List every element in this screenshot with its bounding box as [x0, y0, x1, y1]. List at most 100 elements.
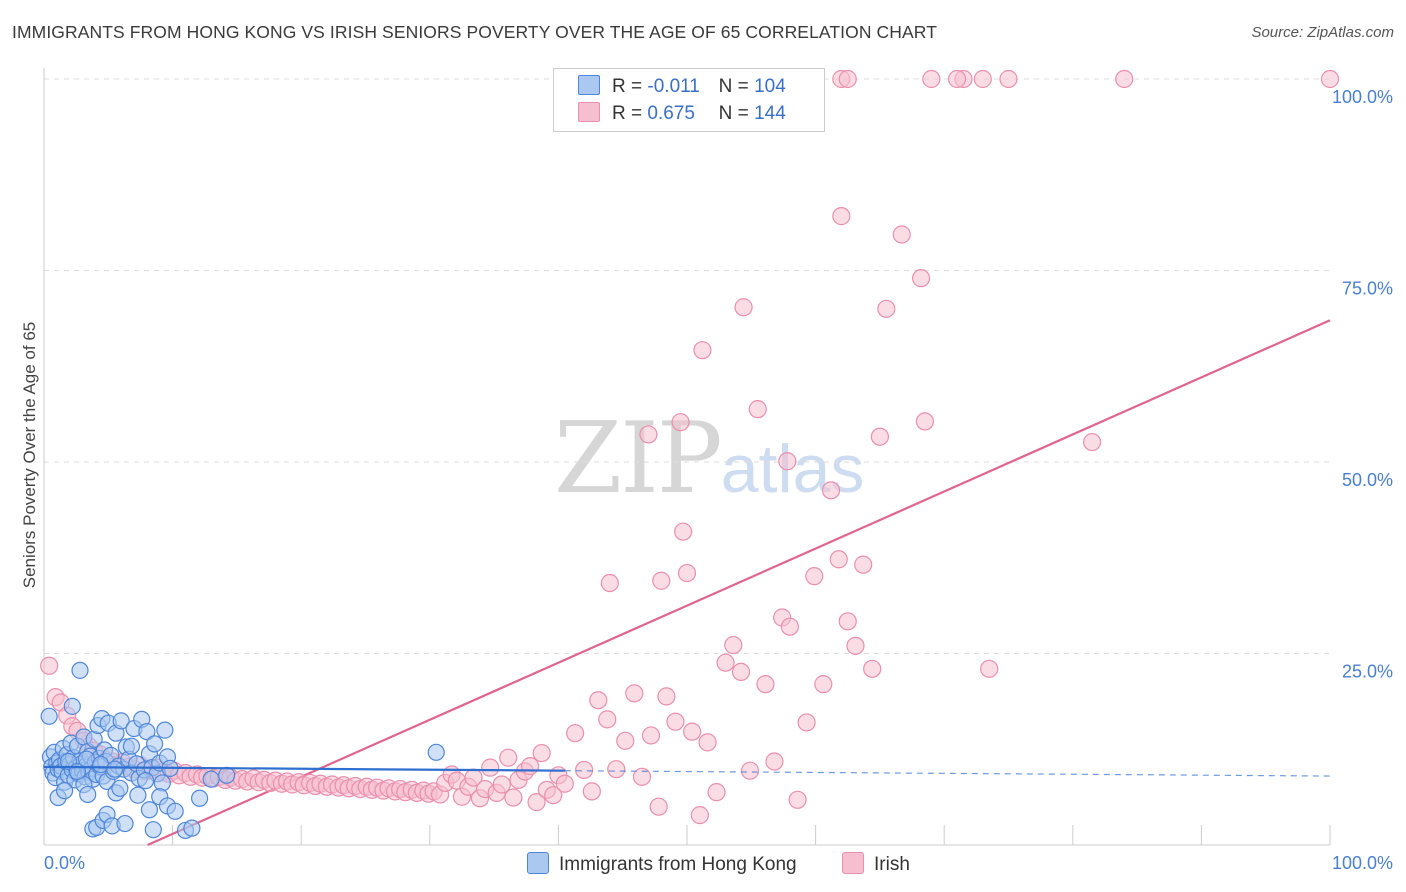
tick-labels: 25.0% 50.0% 75.0% 100.0% 0.0% 100.0% — [44, 87, 1393, 873]
irish-point — [1320, 69, 1340, 89]
irish-point — [814, 675, 833, 694]
irish-point — [693, 341, 712, 360]
legend-row-irish: R = 0.675 N = 144 — [578, 102, 786, 126]
irish-point — [582, 782, 601, 801]
legend-n-label-2: N = — [718, 103, 749, 124]
irish-point — [999, 69, 1018, 89]
irish-point — [625, 684, 644, 703]
series-legend-hong-kong[interactable]: Immigrants from Hong Kong — [527, 852, 797, 876]
hong-kong-point — [140, 801, 159, 819]
irish-point — [639, 425, 658, 444]
irish-point — [973, 69, 992, 89]
correlation-legend: R = -0.011 N = 104 R = 0.675 N = 144 — [553, 68, 825, 132]
irish-point — [892, 225, 911, 244]
hong-kong-point — [91, 755, 110, 774]
irish-point — [877, 299, 896, 318]
irish-point — [40, 656, 59, 675]
irish-point — [947, 69, 967, 89]
legend-n-value-2: 144 — [754, 103, 786, 124]
irish-point — [683, 722, 702, 741]
hong-kong-point — [55, 782, 74, 800]
legend-n-value-1: 104 — [754, 76, 786, 97]
irish-point — [707, 783, 726, 802]
irish-point — [589, 691, 608, 710]
irish-point — [674, 522, 693, 541]
legend-swatch-pink — [578, 102, 600, 122]
y-tick-label: 100.0% — [1332, 87, 1393, 107]
y-tick-label: 75.0% — [1342, 279, 1393, 299]
hong-kong-point — [183, 819, 201, 837]
irish-trend-group — [147, 319, 1331, 847]
irish-point — [607, 760, 626, 779]
irish-point — [788, 790, 807, 809]
legend-r-label-2: R = — [612, 103, 643, 124]
irish-trend-line — [147, 319, 1331, 847]
irish-point — [616, 731, 635, 750]
irish-point — [504, 788, 523, 807]
irish-point — [821, 481, 841, 500]
series-label-hong-kong: Immigrants from Hong Kong — [559, 854, 797, 875]
hong-kong-point — [145, 735, 164, 753]
irish-point — [863, 659, 882, 678]
irish-point — [555, 774, 574, 793]
irish-point — [748, 400, 767, 419]
hong-kong-point — [156, 721, 174, 739]
irish-point — [838, 69, 857, 89]
irish-point — [1082, 432, 1102, 452]
irish-point — [527, 793, 546, 812]
hong-kong-point — [112, 712, 130, 730]
y-tick-label: 25.0% — [1342, 662, 1393, 682]
irish-point — [671, 413, 690, 432]
hong-kong-point — [144, 821, 162, 839]
irish-point — [778, 452, 797, 471]
legend-swatch-blue — [578, 75, 600, 95]
hong-kong-trend-extension — [564, 770, 1331, 777]
irish-point — [600, 573, 619, 593]
hong-kong-point — [427, 743, 445, 761]
series-swatch-blue — [527, 852, 549, 874]
legend-n-label-1: N = — [718, 76, 749, 97]
irish-point — [544, 786, 563, 805]
irish-point — [716, 653, 735, 672]
series-legend: Immigrants from Hong Kong Irish — [0, 852, 1406, 878]
legend-r-value-1: -0.011 — [647, 76, 700, 97]
irish-point — [832, 207, 851, 226]
series-legend-irish[interactable]: Irish — [842, 852, 910, 876]
hong-kong-trend-group — [43, 765, 1331, 777]
chart-title: IMMIGRANTS FROM HONG KONG VS IRISH SENIO… — [12, 22, 938, 42]
irish-point — [838, 612, 857, 631]
source-credit: Source: ZipAtlas.com — [1251, 24, 1394, 41]
irish-point — [598, 710, 617, 729]
irish-point — [481, 758, 500, 777]
irish-point — [805, 567, 824, 586]
hong-kong-trend-line — [43, 765, 565, 772]
hong-kong-point — [79, 785, 97, 804]
irish-point — [652, 571, 671, 590]
y-tick-label: 50.0% — [1342, 470, 1393, 490]
irish-point — [566, 724, 585, 743]
irish-point — [911, 269, 931, 288]
irish-point — [499, 748, 518, 767]
irish-point — [649, 797, 668, 816]
hong-kong-point — [40, 707, 58, 725]
irish-point — [980, 659, 999, 678]
irish-point — [915, 412, 935, 431]
hong-kong-point — [129, 786, 147, 804]
irish-point — [532, 743, 551, 763]
irish-point — [797, 713, 816, 732]
irish-point — [632, 767, 652, 786]
x-tick-label: 0.0% — [44, 853, 85, 873]
irish-point — [756, 675, 775, 694]
x-tick-label: 100.0% — [1332, 853, 1393, 873]
irish-point — [780, 617, 799, 636]
hong-kong-point — [71, 661, 89, 679]
legend-r-label-1: R = — [612, 76, 643, 97]
irish-point — [734, 298, 753, 317]
irish-point — [1115, 69, 1134, 89]
irish-point — [724, 635, 743, 655]
hong-kong-point — [136, 772, 155, 790]
irish-point — [677, 563, 697, 583]
irish-point — [854, 555, 873, 574]
hong-kong-points — [40, 661, 445, 840]
